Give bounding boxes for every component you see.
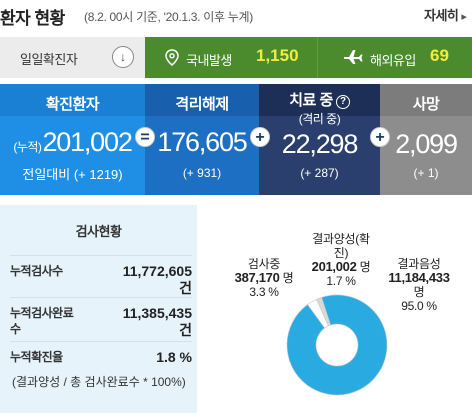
test-row-value: 11,772,605 건 [122, 263, 192, 296]
released-box: 격리해제 176,605 (+ 931) [145, 84, 259, 195]
status-header: 환자 현황 (8.2. 00시 기준, '20.1.3. 이후 누계) 자세히 ▸ [0, 0, 472, 30]
confirmed-box: 확진환자 (누적)201,002 전일대비 (+ 1219) [0, 84, 145, 195]
overseas-label: 해외유입 [370, 53, 416, 68]
pie-label-percent: 1.7 % [326, 274, 356, 288]
treating-change: (+ 287) [300, 166, 339, 180]
domestic-cases: 국내발생 1,150 [145, 37, 317, 78]
confirmed-total: (누적)201,002 [0, 127, 145, 158]
test-row-label: 누적검사수 [10, 264, 63, 278]
test-row: 누적검사수 11,772,605 건 [10, 255, 192, 296]
deaths-change: (+ 1) [413, 166, 439, 180]
more-details-label: 자세히 [424, 8, 459, 23]
confirmed-title: 확진환자 [0, 84, 145, 116]
chevron-right-icon: ▸ [461, 11, 467, 23]
test-row-label: 누적확진율 [10, 350, 63, 364]
treating-box: 치료 중? (격리 중) 22,298 (+ 287) [259, 84, 380, 195]
treating-subtitle: (격리 중) [298, 112, 341, 126]
confirmed-daily-change: 전일대비 (+ 1219) [22, 167, 123, 182]
test-results-chart: 검사중 387,170 명 3.3 % 결과양성(확 진) 201,002 명 … [206, 205, 472, 413]
cumulative-prefix: (누적) [13, 140, 42, 154]
deaths-value: 2,099 [395, 129, 458, 159]
more-details-link[interactable]: 자세히 ▸ [424, 5, 467, 24]
arrow-down-icon[interactable]: ↓ [112, 46, 134, 68]
pie-slice-positive [316, 297, 331, 327]
pie-chart [286, 294, 388, 396]
released-value: 176,605 [157, 127, 247, 157]
test-row: 누적확진율 1.8 % [10, 341, 192, 371]
deaths-title: 사망 [380, 84, 472, 116]
test-row-value: 1.8 % [156, 349, 192, 365]
location-pin-icon [165, 49, 179, 66]
test-status-panel: 검사현황 누적검사수 11,772,605 건 누적검사완료 수 11,385,43… [0, 205, 197, 413]
test-row-label: 누적검사완료 수 [10, 306, 74, 336]
test-row-value: 11,385,435 건 [122, 305, 192, 338]
equals-operator: = [135, 127, 155, 147]
airplane-icon [344, 50, 363, 64]
domestic-label: 국내발생 [186, 53, 232, 68]
pie-label-value: 11,184,433 [388, 270, 450, 285]
pie-slice-negative [286, 294, 388, 396]
page-title: 환자 현황 [0, 9, 65, 28]
daily-confirmed-toggle[interactable]: 일일확진자 ↓ [0, 37, 145, 78]
domestic-value: 1,150 [256, 46, 299, 65]
daily-confirmed-bar: 일일확진자 ↓ 국내발생 1,150 해외유입 69 [0, 37, 472, 78]
released-change: (+ 931) [182, 166, 222, 180]
plus-operator: + [370, 127, 390, 147]
pie-label-positive: 결과양성(확 진) 201,002 명 1.7 % [286, 232, 396, 288]
test-status-title: 검사현황 [75, 224, 122, 239]
pie-label-percent: 3.3 % [249, 285, 279, 299]
pie-label-testing: 검사중 387,170 명 3.3 % [214, 257, 314, 299]
plus-operator: + [250, 127, 270, 147]
released-title: 격리해제 [145, 84, 259, 116]
positive-rate-note: (결과양성 / 총 검사완료수 * 100%) [12, 375, 186, 389]
pie-label-value: 387,170 [234, 270, 280, 285]
page-subtitle: (8.2. 00시 기준, '20.1.3. 이후 누계) [84, 10, 253, 24]
pie-label-name: 검사중 [247, 257, 281, 271]
pie-label-negative: 결과음성 11,184,433 명 95.0 % [366, 257, 472, 313]
daily-confirmed-label: 일일확진자 [20, 52, 78, 67]
overseas-cases: 해외유입 69 [317, 37, 472, 78]
overseas-value: 69 [430, 46, 449, 65]
pie-label-name: 결과음성 [397, 257, 441, 271]
test-row: 누적검사완료 수 11,385,435 건 [10, 297, 192, 341]
pie-label-name: 결과양성(확 [312, 232, 370, 246]
deaths-box: 사망 2,099 (+ 1) [380, 84, 472, 195]
help-icon[interactable]: ? [335, 95, 350, 109]
pie-label-value: 201,002 [311, 259, 357, 274]
treating-title-text: 치료 중 [289, 92, 333, 109]
case-stats: 확진환자 (누적)201,002 전일대비 (+ 1219) 격리해제 176,… [0, 84, 472, 195]
treating-value: 22,298 [281, 129, 359, 159]
treating-title: 치료 중? (격리 중) [259, 84, 380, 126]
pie-label-percent: 95.0 % [401, 299, 437, 313]
confirmed-value: 201,002 [42, 127, 132, 157]
